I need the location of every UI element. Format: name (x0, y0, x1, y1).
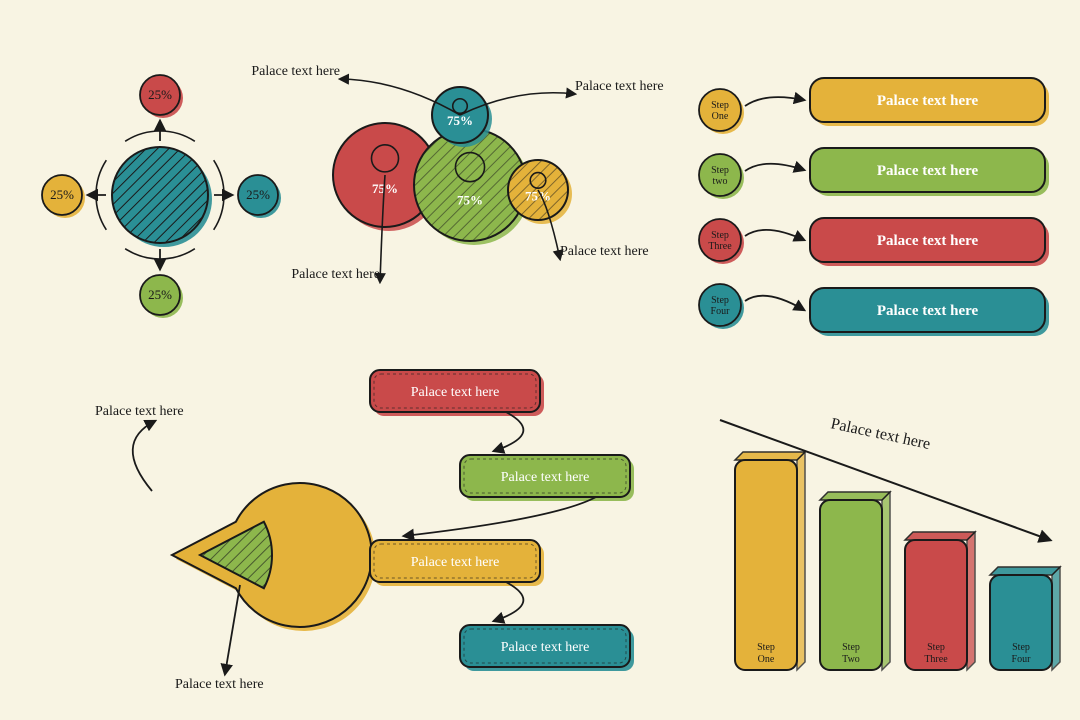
pie-arrow (133, 421, 155, 491)
svg-text:Step: Step (711, 165, 729, 176)
venn-pct: 75% (457, 193, 483, 208)
svg-text:Step: Step (711, 100, 729, 111)
step-label: two (713, 176, 728, 187)
svg-text:Step: Step (842, 642, 860, 653)
venn-callout-text: Palace text here (291, 267, 380, 282)
step-arrow (745, 164, 804, 171)
venn-callout-text: Palace text here (575, 79, 664, 94)
radial-sat-label: 25% (148, 87, 172, 102)
step-pill-text: Palace text here (877, 163, 979, 179)
radial-sat-label: 25% (148, 287, 172, 302)
svg-text:Step: Step (1012, 642, 1030, 653)
step-label: Three (708, 241, 732, 252)
bar-side (882, 492, 890, 670)
step-arrow (745, 230, 804, 240)
svg-text:Step: Step (711, 295, 729, 306)
pie-callout: Palace text here (95, 404, 184, 419)
flow-arrow (404, 497, 596, 536)
bar-top (820, 492, 890, 500)
step-pill-text: Palace text here (877, 93, 979, 109)
flow-box-text: Palace text here (501, 640, 590, 655)
bar-0 (735, 460, 797, 670)
flow-box-text: Palace text here (411, 555, 500, 570)
pie-callout: Palace text here (175, 677, 264, 692)
bars-title: Palace text here (829, 415, 932, 453)
pie-arrow (225, 585, 240, 674)
flow-box-text: Palace text here (501, 470, 590, 485)
step-pill-text: Palace text here (877, 233, 979, 249)
step-pill-text: Palace text here (877, 303, 979, 319)
flow-arrow (494, 582, 523, 621)
step-arrow (745, 97, 804, 106)
bar-top (990, 567, 1060, 575)
step-arrow (745, 296, 804, 310)
bar-top (735, 452, 805, 460)
step-label: One (712, 111, 729, 122)
bar-side (797, 452, 805, 670)
bar-side (1052, 567, 1060, 670)
step-label: Four (711, 306, 731, 317)
flow-box-text: Palace text here (411, 385, 500, 400)
bar-label: Two (842, 654, 860, 665)
venn-callout-text: Palace text here (251, 64, 340, 79)
bar-top (905, 532, 975, 540)
venn-pct: 75% (447, 113, 473, 128)
radial-core-hatch (112, 147, 208, 243)
bar-label: Three (924, 654, 948, 665)
bar-label: One (758, 654, 775, 665)
venn-callout-text: Palace text here (560, 244, 649, 259)
flow-arrow (494, 412, 523, 451)
svg-text:Step: Step (711, 230, 729, 241)
radial-sat-label: 25% (246, 187, 270, 202)
svg-text:Step: Step (757, 642, 775, 653)
bar-label: Four (1012, 654, 1032, 665)
svg-text:Step: Step (927, 642, 945, 653)
bar-side (967, 532, 975, 670)
radial-sat-label: 25% (50, 187, 74, 202)
